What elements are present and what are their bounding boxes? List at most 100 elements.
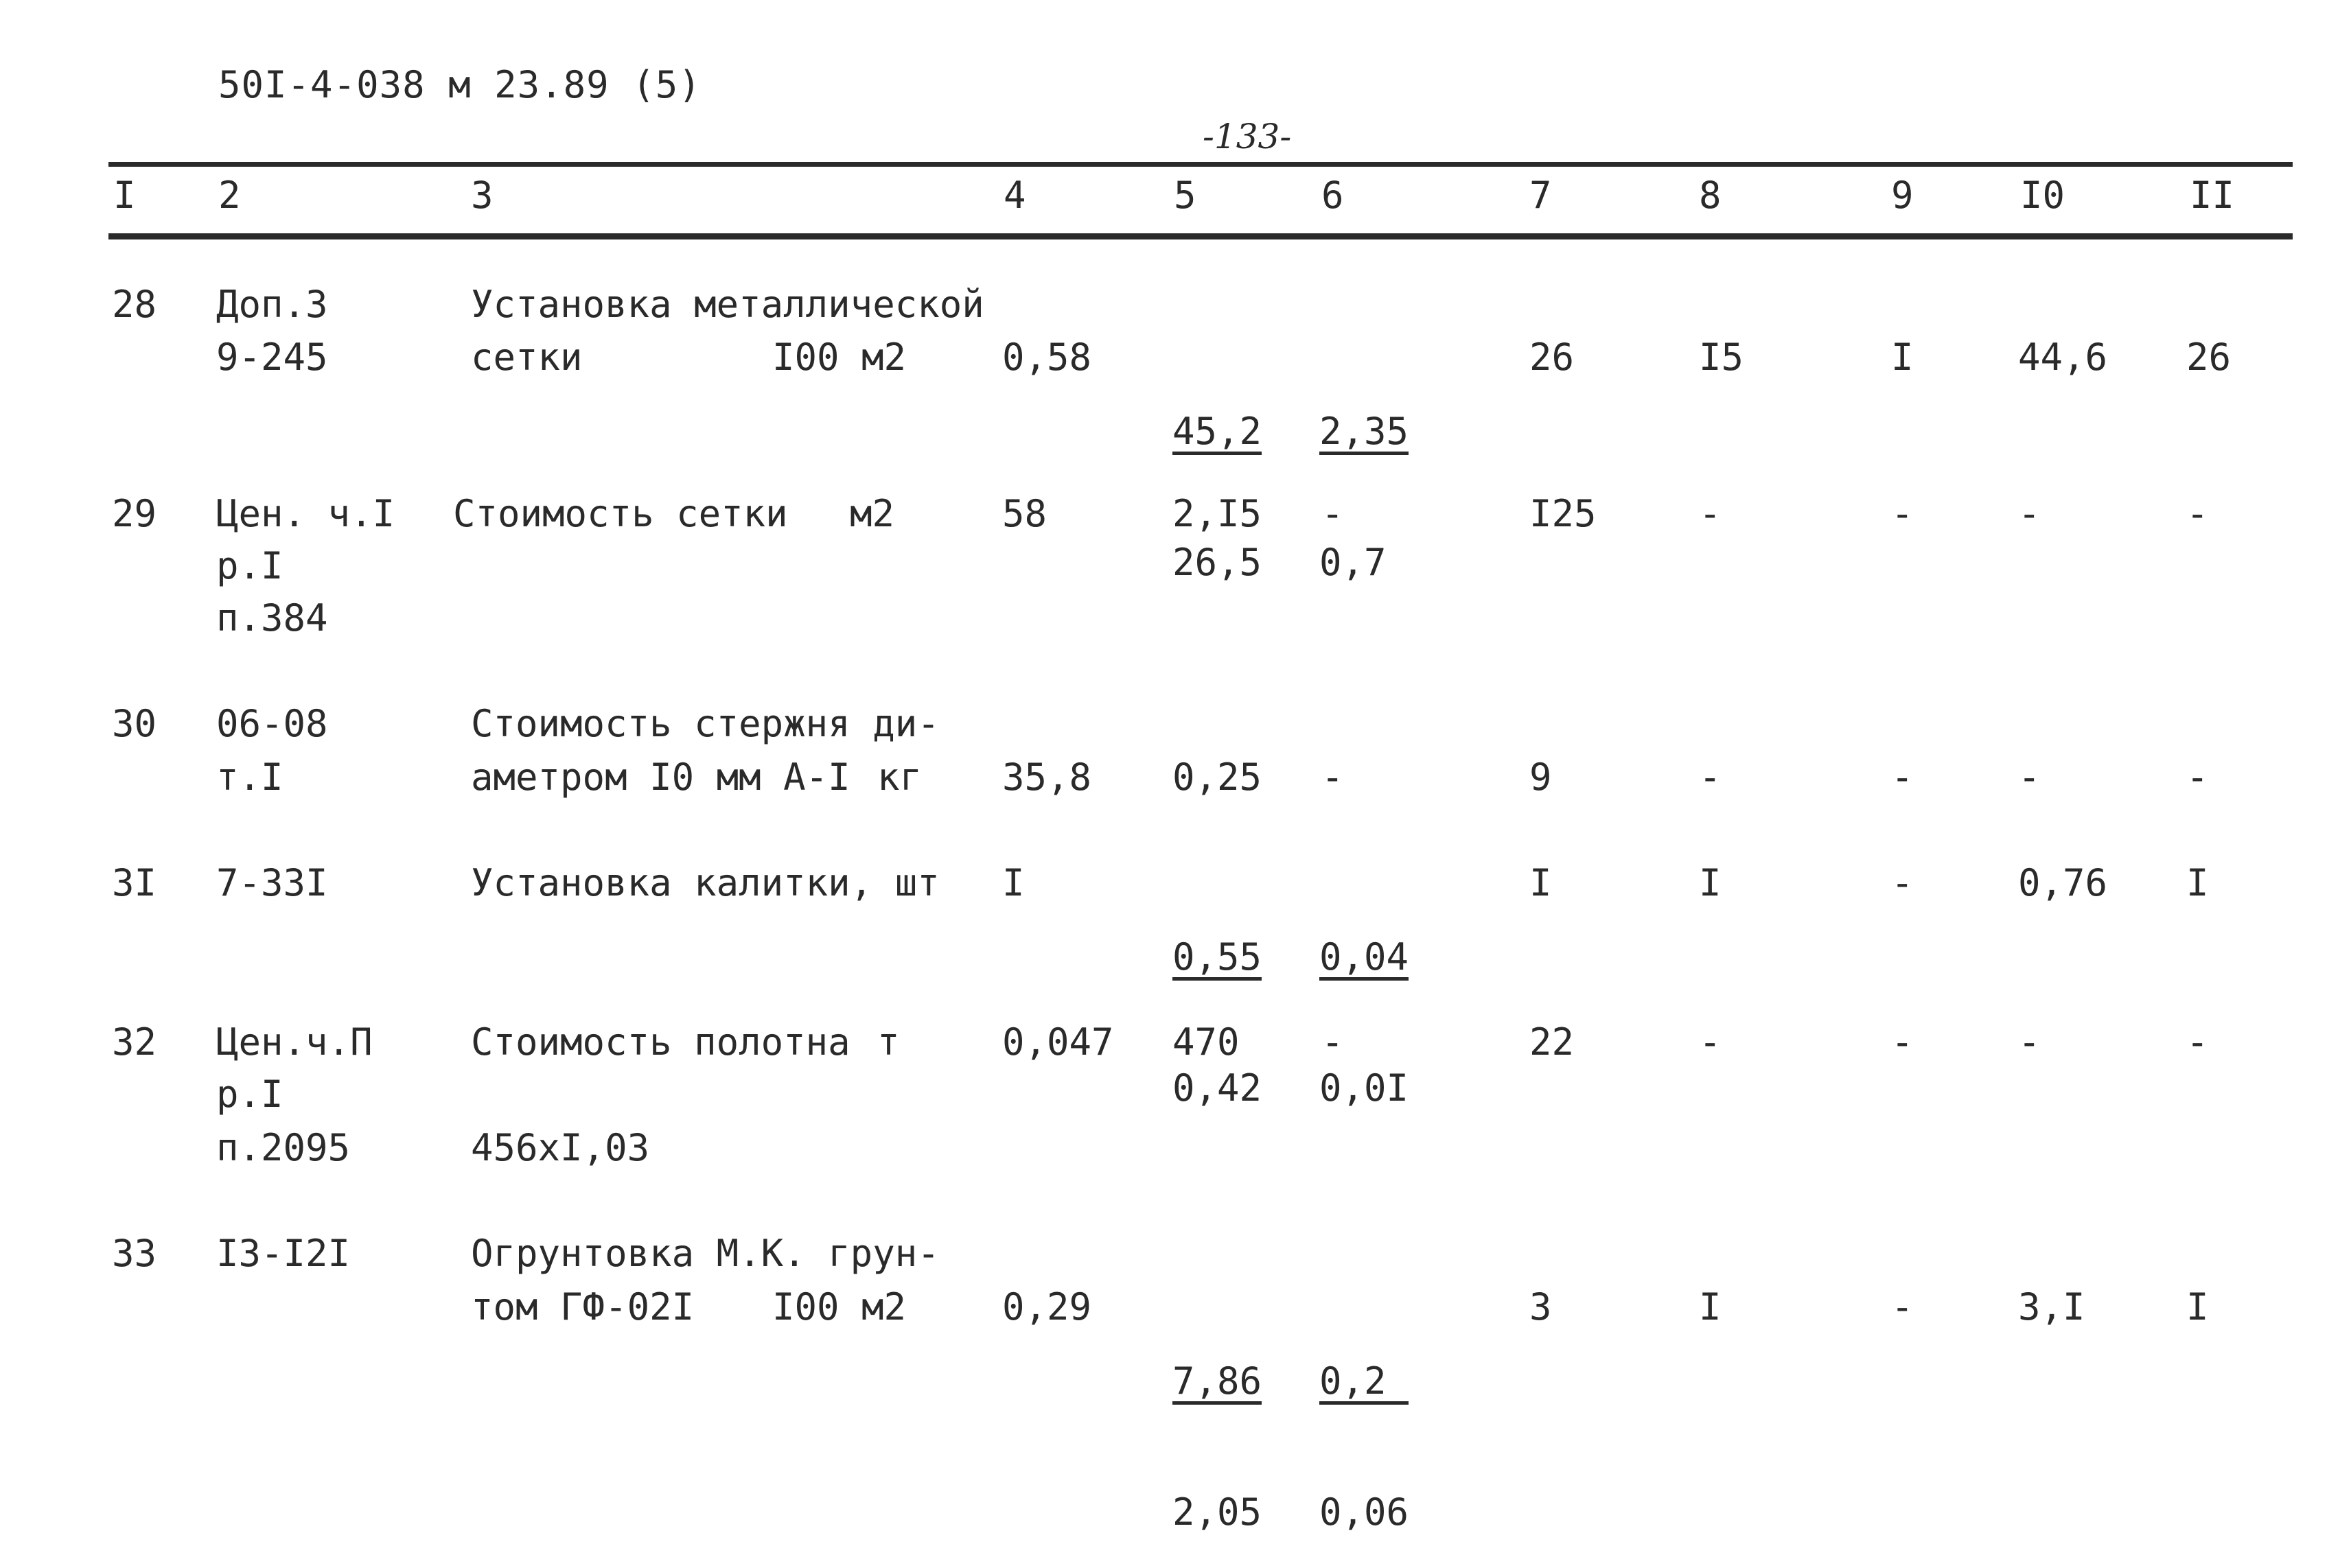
row-code-line: I3-I2I: [216, 1232, 351, 1275]
row-description-line: Установка металлической: [471, 283, 984, 326]
column-header-2: 2: [218, 174, 241, 217]
row-number: 32: [112, 1020, 157, 1064]
row-col6-fraction: 0,2 0,06: [1319, 1289, 1409, 1568]
row-code-line: р.I: [216, 544, 283, 587]
row-col9: -: [1891, 756, 1914, 799]
row-code-line: 7-33I: [216, 861, 328, 904]
row-col7: 3: [1529, 1285, 1552, 1329]
row-col8: I: [1699, 861, 1722, 904]
row-col9: -: [1891, 1285, 1914, 1329]
column-header-5: 5: [1174, 174, 1196, 217]
row-description-line: Стоимость полотна: [471, 1020, 850, 1064]
column-header-6: 6: [1321, 174, 1344, 217]
row-col6: -: [1321, 756, 1344, 799]
row-unit: I00 м2: [772, 1285, 907, 1329]
row-quantity: 35,8: [1002, 756, 1092, 799]
header-rule-bottom: [108, 233, 2293, 239]
row-description-line: том ГФ-02I: [471, 1285, 695, 1329]
column-header-10: I0: [2020, 174, 2065, 217]
row-col5-fraction: 7,86 2,05: [1172, 1289, 1262, 1568]
fraction-numerator: 2,35: [1319, 413, 1409, 455]
row-col6: -: [1321, 492, 1344, 535]
row-description-line: Установка калитки, шт: [471, 861, 940, 904]
column-header-1: I: [113, 174, 136, 217]
row-col11: -: [2186, 492, 2209, 535]
fraction-denominator: 0,42: [1172, 1066, 1262, 1110]
row-number: 33: [112, 1232, 157, 1275]
fraction-denominator: 0,06: [1319, 1490, 1409, 1534]
row-col10: -: [2018, 1020, 2041, 1064]
row-number: 28: [112, 283, 157, 326]
column-header-3: 3: [471, 174, 494, 217]
column-header-7: 7: [1529, 174, 1552, 217]
row-code-line: п.384: [216, 596, 328, 640]
row-col10: -: [2018, 492, 2041, 535]
row-code-line: 06-08: [216, 702, 328, 745]
row-quantity: 0,29: [1002, 1285, 1092, 1329]
row-quantity: I: [1002, 861, 1025, 904]
row-col5: 470: [1172, 1020, 1240, 1064]
row-col11: -: [2186, 1020, 2209, 1064]
fraction-numerator: 0,55: [1172, 939, 1262, 981]
row-col9: -: [1891, 492, 1914, 535]
row-col8: I: [1699, 1285, 1722, 1329]
row-col7: 9: [1529, 756, 1552, 799]
row-number: 29: [112, 492, 157, 535]
row-col5-fraction: 45,2 26,5: [1172, 339, 1262, 618]
row-col11: I: [2186, 1285, 2209, 1329]
row-col10: -: [2018, 756, 2041, 799]
row-description-line: Стоимость сетки: [453, 492, 788, 535]
row-code-line: т.I: [216, 756, 283, 799]
row-col11: 26: [2186, 336, 2232, 379]
row-col10: 0,76: [2018, 861, 2108, 904]
row-col5: 2,I5: [1172, 492, 1262, 535]
row-col6-fraction: 0,04 0,0I: [1319, 865, 1409, 1144]
row-col10: 3,I: [2018, 1285, 2085, 1329]
column-header-4: 4: [1004, 174, 1026, 217]
fraction-denominator: 26,5: [1172, 541, 1262, 584]
row-unit: кг: [877, 756, 923, 799]
row-col6-fraction: 2,35 0,7: [1319, 339, 1409, 618]
row-col5-fraction: 0,55 0,42: [1172, 865, 1262, 1144]
row-col10: 44,6: [2018, 336, 2108, 379]
column-header-9: 9: [1891, 174, 1914, 217]
row-col8: I5: [1699, 336, 1744, 379]
row-col7: I: [1529, 861, 1552, 904]
document-code: 50I-4-038 м 23.89 (5): [218, 63, 702, 106]
row-code-line: Цен.ч.П: [216, 1020, 373, 1064]
fraction-numerator: 0,2: [1319, 1363, 1409, 1405]
row-description-line: 456хI,03: [471, 1126, 650, 1169]
row-col11: I: [2186, 861, 2209, 904]
row-col9: -: [1891, 861, 1914, 904]
row-description-line: аметром I0 мм А-I: [471, 756, 850, 799]
row-unit: м2: [850, 492, 895, 535]
column-header-11: II: [2190, 174, 2235, 217]
row-col5: 0,25: [1172, 756, 1262, 799]
row-col7: I25: [1529, 492, 1597, 535]
row-description-line: Огрунтовка М.К. грун-: [471, 1232, 940, 1275]
row-code-line: п.2095: [216, 1126, 351, 1169]
row-quantity: 0,58: [1002, 336, 1092, 379]
row-col8: -: [1699, 756, 1722, 799]
row-unit: I00 м2: [772, 336, 907, 379]
page-number: -133-: [1203, 117, 1292, 156]
fraction-denominator: 2,05: [1172, 1490, 1262, 1534]
row-col11: -: [2186, 756, 2209, 799]
row-col8: -: [1699, 1020, 1722, 1064]
row-col7: 22: [1529, 1020, 1575, 1064]
column-header-8: 8: [1699, 174, 1722, 217]
row-code-line: Цен. ч.I: [216, 492, 395, 535]
row-col8: -: [1699, 492, 1722, 535]
row-code-line: р.I: [216, 1073, 283, 1116]
row-col9: I: [1891, 336, 1914, 379]
fraction-denominator: 0,0I: [1319, 1066, 1409, 1110]
row-quantity: 58: [1002, 492, 1047, 535]
row-col9: -: [1891, 1020, 1914, 1064]
row-description-line: Стоимость стержня ди-: [471, 702, 940, 745]
row-quantity: 0,047: [1002, 1020, 1114, 1064]
row-number: 30: [112, 702, 157, 745]
fraction-denominator: 0,7: [1319, 541, 1387, 584]
row-col6: -: [1321, 1020, 1344, 1064]
row-code-line: Доп.3: [216, 283, 328, 326]
row-code-line: 9-245: [216, 336, 328, 379]
